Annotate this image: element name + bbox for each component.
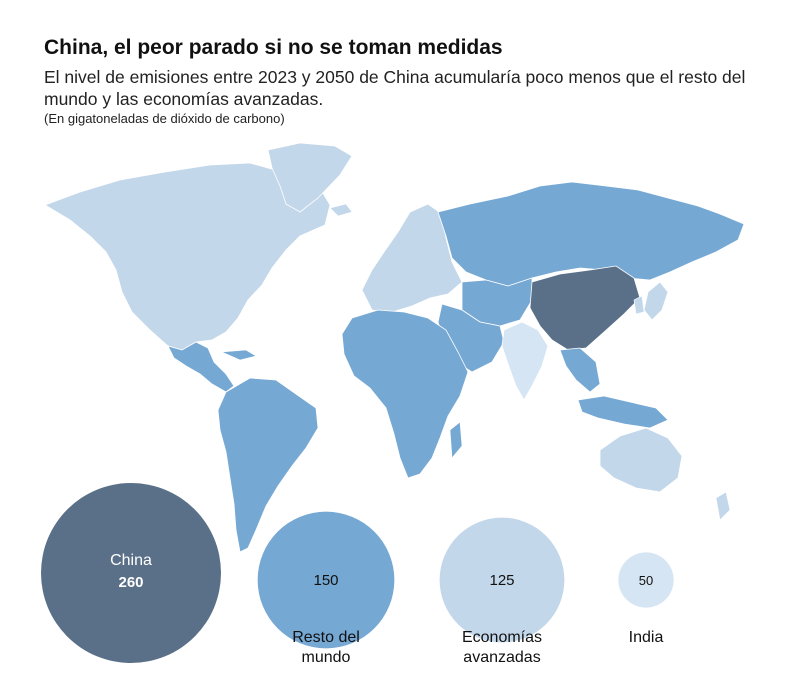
map-north-america bbox=[44, 162, 331, 351]
bubble-caption-india-0: India bbox=[629, 629, 664, 646]
map-iceland bbox=[329, 203, 353, 217]
map-madagascar bbox=[449, 421, 463, 459]
bubble-caption-avanzadas-0: Economías bbox=[462, 629, 542, 646]
bubble-caption-resto-0: Resto del bbox=[292, 629, 360, 646]
bubble-value-china: 260 bbox=[118, 574, 143, 591]
bubble-resto bbox=[257, 511, 395, 649]
bubble-china bbox=[41, 483, 221, 663]
map-europe bbox=[361, 203, 463, 313]
map-india bbox=[501, 321, 549, 401]
map-greenland bbox=[267, 142, 353, 213]
bubble-avanzadas bbox=[439, 517, 565, 643]
bubble-value-avanzadas: 125 bbox=[489, 572, 514, 589]
bubble-caption-resto-1: mundo bbox=[302, 649, 351, 666]
map-africa bbox=[341, 309, 469, 479]
map-central-america bbox=[167, 341, 235, 393]
bubble-value-resto: 150 bbox=[313, 572, 338, 589]
map-caribbean bbox=[221, 349, 257, 361]
map-southeast-asia bbox=[559, 347, 601, 393]
map-indonesia bbox=[577, 395, 669, 429]
map-new-zealand bbox=[715, 491, 731, 521]
chart-title: China, el peor parado si no se toman med… bbox=[44, 36, 503, 59]
map-china bbox=[529, 265, 641, 351]
bubble-value-india: 50 bbox=[639, 573, 653, 588]
chart-subtitle: El nivel de emisiones entre 2023 y 2050 … bbox=[44, 67, 746, 109]
map-south-america bbox=[217, 377, 319, 553]
bubble-india bbox=[618, 552, 674, 608]
map-korea bbox=[633, 295, 645, 315]
unit-note: (En gigatoneladas de dióxido de carbono) bbox=[44, 111, 285, 126]
map-australia bbox=[599, 427, 683, 493]
bubble-label-china: China bbox=[110, 552, 152, 569]
bubble-caption-avanzadas-1: avanzadas bbox=[463, 649, 540, 666]
